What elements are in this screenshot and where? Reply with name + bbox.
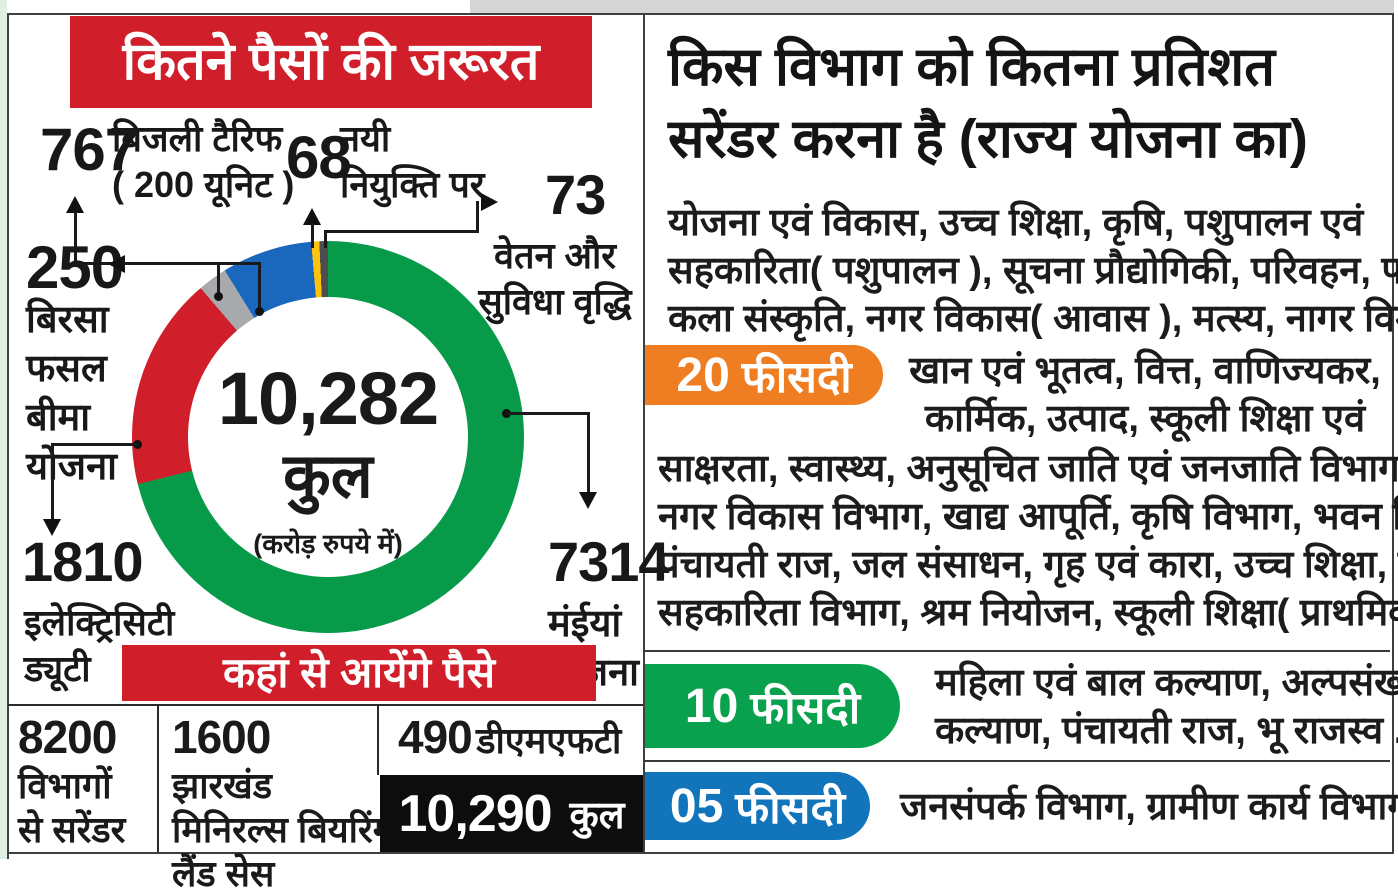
right-title-line1: किस विभाग को कितना प्रतिशत	[668, 37, 1275, 97]
dept-20-line-before-2: सहकारिता( पशुपालन ), सूचना प्रौद्योगिकी,…	[668, 250, 1398, 292]
leader-birsa-h	[123, 262, 220, 265]
arrow-birsa	[108, 255, 125, 273]
leader-tariff-v2	[258, 262, 261, 312]
frame-right	[1392, 13, 1394, 854]
callout-label-electricity: इलेक्ट्रिसिटी ड्यूटी	[24, 602, 175, 689]
source-item-departments: 8200 विभागों से सरेंडर	[18, 711, 126, 850]
dept-20-line-after-2: नगर विकास विभाग, खाद्य आपूर्ति, कृषि विभ…	[658, 496, 1398, 538]
dept-10-line-2: कल्याण, पंचायती राज, भू राजस्व .	[935, 710, 1398, 752]
dept-20-line-beside-1: खान एवं भूतत्व, वित्त, वाणिज्यकर,	[909, 350, 1381, 392]
total-amount: 10,282	[217, 357, 439, 440]
arrow-appointment	[303, 208, 321, 225]
arrow-electricity	[43, 519, 61, 536]
callout-label-tariff: बिजली टैरिफ ( 200 यूनिट )	[112, 118, 295, 205]
frame-left	[7, 13, 9, 859]
top-scan-band	[470, 0, 1394, 13]
sources-col-sep-1	[157, 706, 159, 852]
callout-value-electricity: 1810	[22, 530, 144, 593]
leader-tariff-v1	[74, 211, 77, 265]
sources-banner: कहां से आयेंगे पैसे	[122, 645, 596, 701]
section-divider-1	[645, 650, 1390, 652]
sources-table-topline	[8, 704, 643, 706]
callout-value-appointment: 68	[286, 124, 352, 191]
right-title-line2: सरेंडर करना है (राज्य योजना का)	[668, 109, 1308, 169]
callout-value-tariff: 767	[40, 116, 138, 183]
frame-top	[7, 13, 1394, 15]
source-item-land-cess: 1600 झारखंड मिनिरल्स बियरिंग लैंड सेस	[172, 711, 393, 894]
dept-10-line-1: महिला एवं बाल कल्याण, अल्पसंख्यक	[935, 662, 1398, 704]
badge-20-percent: 20 फीसदी	[645, 345, 883, 405]
badge-05-percent: 05 फीसदी	[645, 772, 870, 840]
donut-center-label: 10,282 कुल (करोड़ रुपये में)	[168, 362, 488, 561]
sources-col-sep-2	[377, 706, 379, 775]
callout-value-salary: 73	[545, 163, 606, 226]
needs-banner: कितने पैसों की जरूरत	[70, 16, 592, 108]
dot-tariff	[255, 307, 264, 316]
leader-salary-v1	[324, 230, 327, 248]
callout-label-appointment: नयी नियुक्ति पर	[340, 118, 485, 205]
dept-20-line-after-1: साक्षरता, स्वास्थ्य, अनुसूचित जाति एवं ज…	[658, 448, 1398, 490]
sources-total-value: 10,290	[398, 784, 553, 843]
leader-electricity-v	[51, 443, 54, 521]
callout-label-birsa: बिरसा फसल बीमा योजना	[26, 299, 118, 488]
callout-label-salary: वेतन और सुविधा वृद्धि	[478, 235, 632, 322]
callout-value-birsa: 250	[26, 234, 124, 301]
dept-20-line-before-1: योजना एवं विकास, उच्च शिक्षा, कृषि, पशुप…	[668, 202, 1364, 244]
leader-appointment-v	[311, 223, 314, 248]
leader-salary-v2	[476, 201, 479, 233]
callout-value-maiya: 7314	[548, 530, 670, 593]
dept-05-line-1: जनसंपर्क विभाग, ग्रामीण कार्य विभाग	[900, 786, 1398, 828]
leader-birsa-v	[217, 262, 220, 296]
badge-10-percent: 10 फीसदी	[645, 664, 900, 748]
leader-salary-h1	[324, 230, 479, 233]
arrow-maiya	[579, 492, 597, 509]
frame-bottom	[7, 852, 1394, 854]
dept-20-line-after-3: पंचायती राज, जल संसाधन, गृह एवं कारा, उच…	[658, 544, 1398, 586]
total-word: कुल	[283, 442, 373, 511]
arrow-salary	[481, 193, 498, 211]
section-divider-2	[645, 760, 1390, 762]
dept-20-line-beside-2: कार्मिक, उत्पाद, स्कूली शिक्षा एवं	[924, 398, 1366, 440]
leader-maiya-v	[587, 412, 590, 493]
arrow-tariff	[66, 196, 84, 213]
panel-divider	[643, 13, 645, 852]
sources-total-box: 10,290 कुल	[380, 775, 643, 852]
left-green-strip	[0, 0, 7, 859]
leader-maiya-h	[506, 412, 590, 415]
dept-20-line-after-4: सहकारिता विभाग, श्रम नियोजन, स्कूली शिक्…	[658, 592, 1398, 634]
sources-total-word: कुल	[569, 794, 625, 837]
dot-birsa	[214, 292, 223, 301]
leader-electricity-h	[52, 443, 138, 446]
donut-hole	[188, 297, 468, 577]
total-unit: (करोड़ रुपये में)	[253, 529, 403, 559]
source-item-dmft: 490 डीएमएफटी	[398, 711, 622, 763]
dept-20-line-before-3: कला संस्कृति, नगर विकास( आवास ), मत्स्य,…	[668, 298, 1398, 340]
